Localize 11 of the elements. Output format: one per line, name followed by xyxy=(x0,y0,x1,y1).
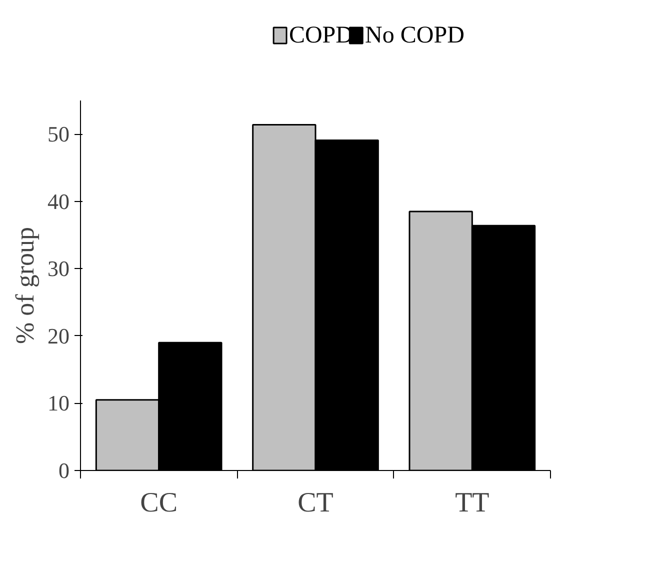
x-tick-label: CC xyxy=(140,488,178,518)
y-tick-label: 0 xyxy=(58,458,70,483)
legend-label: No COPD xyxy=(365,22,464,48)
x-tick-label: TT xyxy=(455,488,490,518)
y-tick-label: 50 xyxy=(48,122,70,147)
y-tick-label: 40 xyxy=(48,188,70,214)
y-tick-label: 30 xyxy=(48,256,70,282)
y-axis-title: % of group xyxy=(10,227,40,344)
y-tick-label: 10 xyxy=(48,390,70,416)
y-tick-label: 20 xyxy=(48,323,70,348)
x-tick-label: CT xyxy=(298,488,334,518)
